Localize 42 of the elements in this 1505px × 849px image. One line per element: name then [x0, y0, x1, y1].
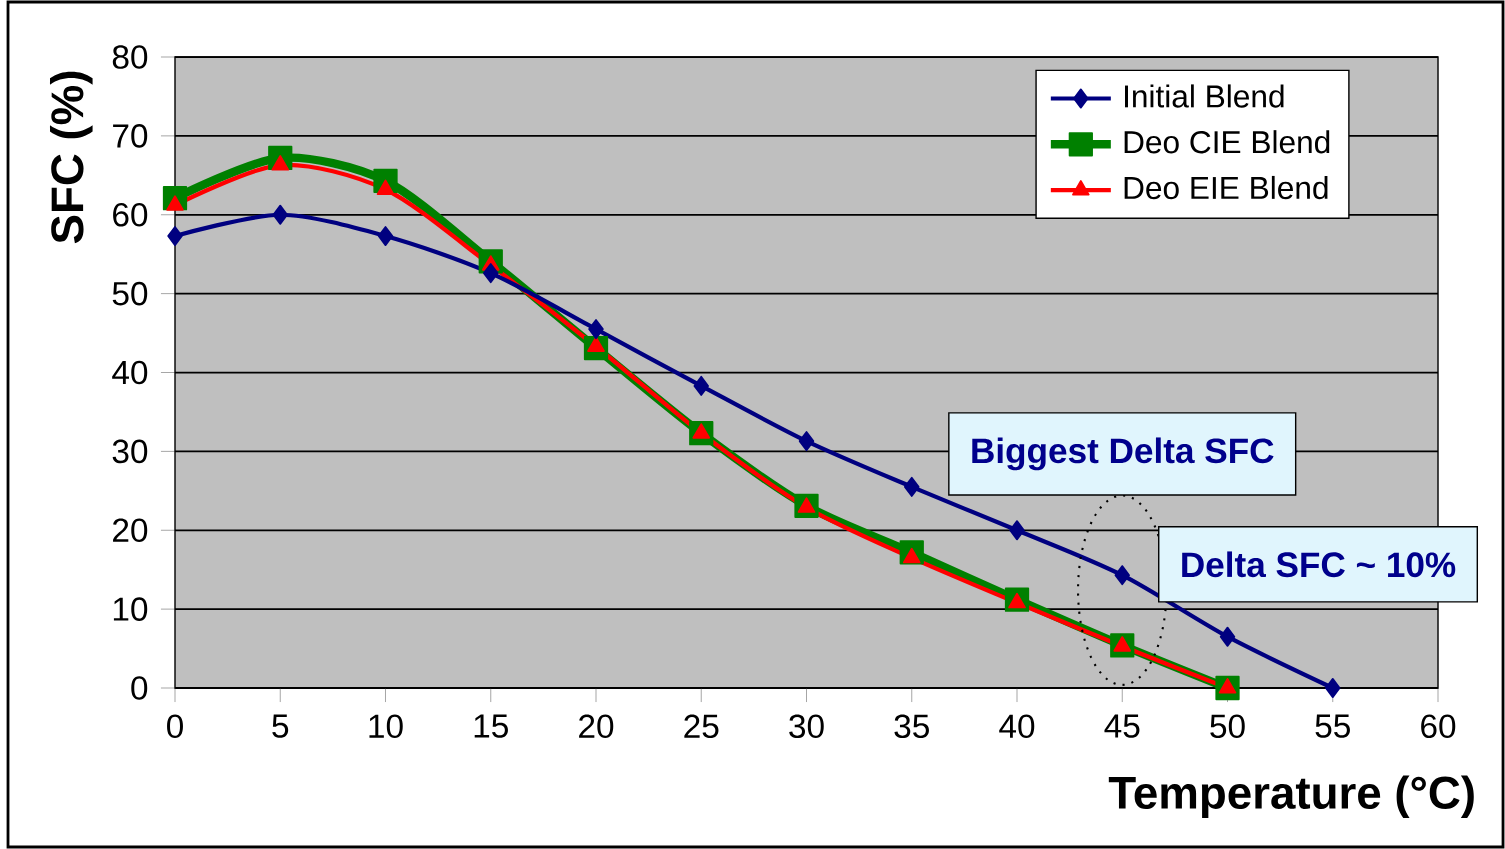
annotation: Biggest Delta SFC — [972, 437, 1274, 471]
x-axis-title: Temperature (°C) — [1108, 775, 1474, 819]
annotation: Delta SFC ~ 10% — [1182, 551, 1456, 578]
point — [693, 375, 709, 396]
y-tick-label: 50 — [112, 281, 148, 306]
point — [588, 319, 604, 340]
x-tick-label: 40 — [999, 714, 1035, 739]
point — [1009, 520, 1025, 541]
x-tick-label: 15 — [474, 714, 508, 738]
point — [798, 431, 815, 452]
x-tick-label: 55 — [1315, 714, 1350, 738]
y-tick-label: 40 — [112, 360, 148, 385]
x-tick-label: 20 — [579, 714, 614, 739]
x-tick-label: 0 — [167, 714, 183, 739]
legend-label: Deo EIE Blend — [1124, 175, 1328, 200]
x-tick-label: 10 — [369, 714, 403, 739]
y-tick-label: 60 — [113, 202, 148, 227]
y-axis-title: SFC (%) — [49, 71, 93, 244]
point — [904, 476, 920, 497]
y-tick-label: 70 — [113, 124, 148, 148]
point — [272, 204, 288, 225]
x-tick-label: 5 — [272, 714, 289, 738]
x-tick-label: 50 — [1210, 714, 1245, 739]
legend-label: Deo CIE Blend — [1124, 130, 1330, 154]
y-tick-label: 0 — [131, 676, 148, 700]
point — [1219, 626, 1236, 647]
y-tick-label: 80 — [112, 45, 148, 69]
x-tick-label: 25 — [684, 714, 719, 739]
x-tick-label: 60 — [1421, 714, 1456, 739]
point — [377, 226, 394, 247]
y-tick-label: 30 — [112, 439, 148, 464]
point — [271, 155, 290, 171]
y-tick-label: 10 — [113, 597, 148, 621]
legend-label: Initial Blend — [1125, 84, 1284, 108]
point — [1114, 565, 1130, 586]
y-tick-label: 20 — [113, 518, 148, 543]
point — [1325, 677, 1341, 699]
x-tick-label: 45 — [1104, 714, 1140, 738]
point — [483, 263, 499, 284]
point — [167, 226, 183, 247]
x-tick-label: 35 — [894, 714, 929, 739]
x-tick-label: 30 — [789, 714, 824, 739]
